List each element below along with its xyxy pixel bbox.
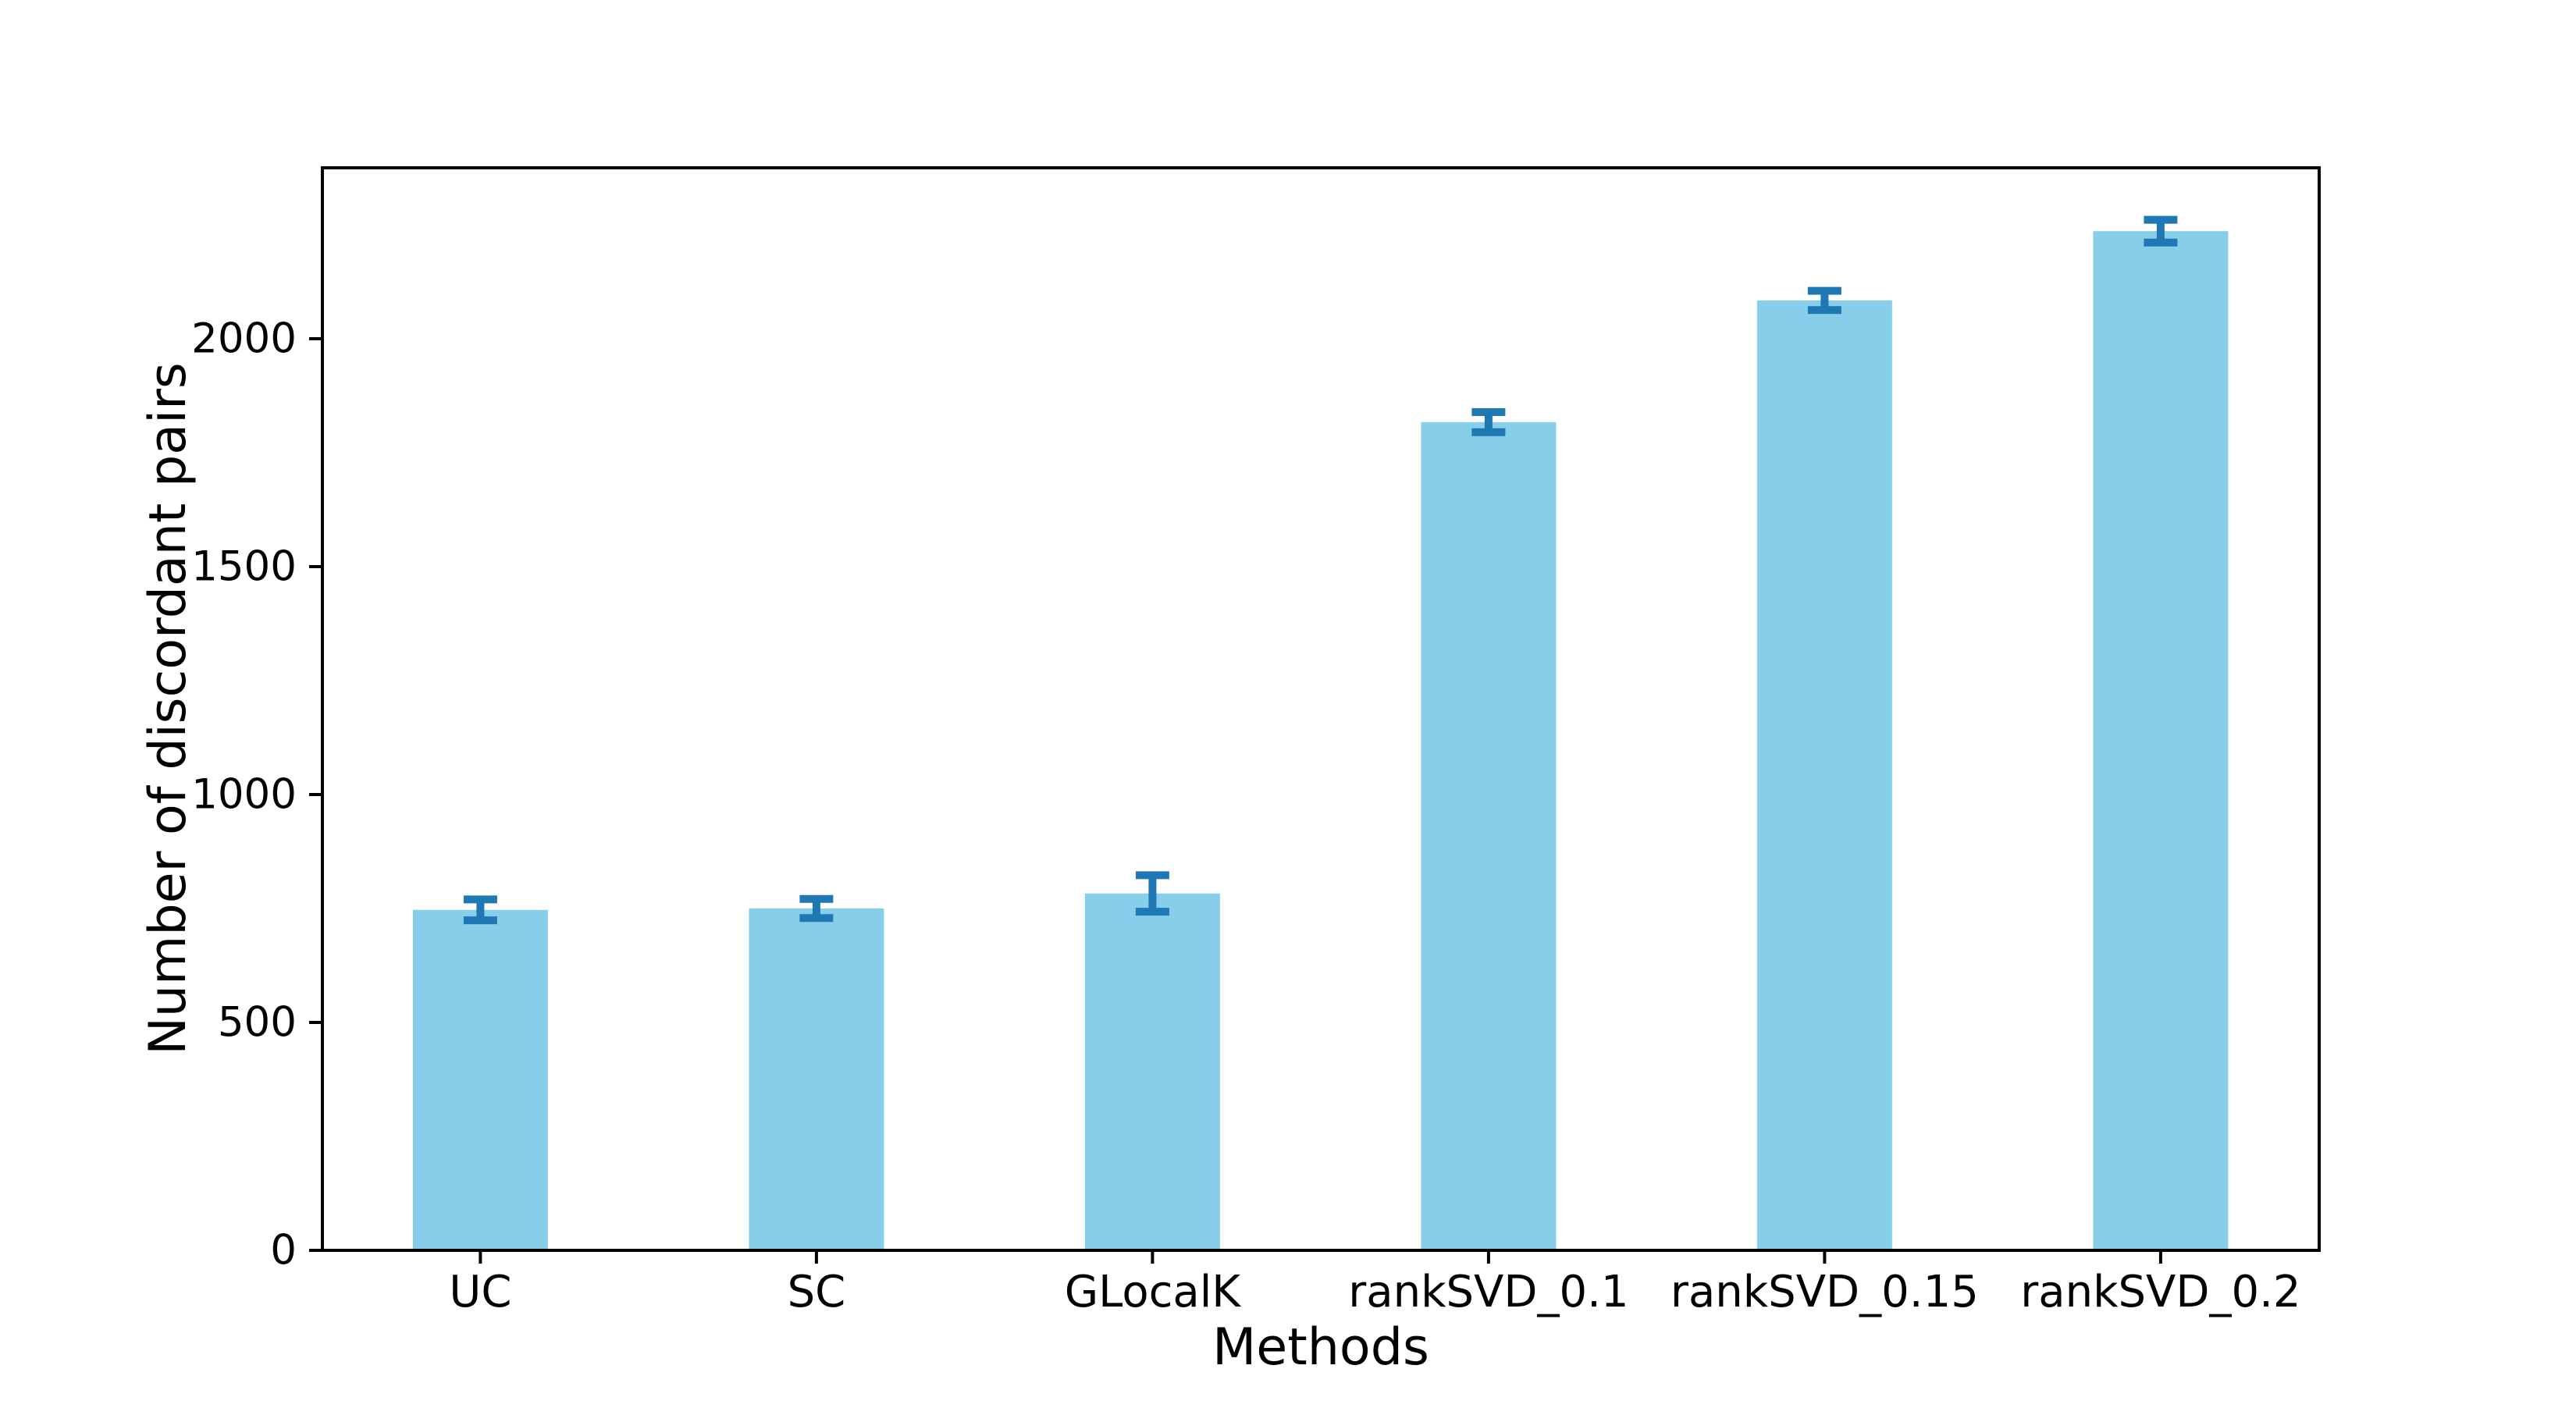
bar-rankSVD_0.1 — [1421, 421, 1557, 1250]
y-axis-ticks-group: 0 500 1000 1500 2000 — [191, 315, 322, 1275]
error-bar-SC — [799, 894, 834, 923]
bars-group — [412, 231, 2229, 1251]
y-tick-label-0: 0 — [270, 1227, 297, 1275]
plot-border — [321, 166, 2321, 1252]
y-tick-label-1500: 1500 — [191, 543, 297, 591]
x-axis-ticks-group: UC SC GLocalK rankSVD_0.1 rankSVD_0.15 rankSV… — [449, 1250, 2301, 1317]
error-bar-rankSVD_0.1 — [1471, 408, 1506, 436]
axes-spines-group — [321, 166, 2321, 1252]
bar-rankSVD_0.2 — [2093, 231, 2229, 1250]
x-tick-label-rankSVD_0.1: rankSVD_0.1 — [1348, 1267, 1628, 1317]
x-tick-label-SC: SC — [788, 1267, 846, 1317]
error-bar-GLocalK — [1135, 871, 1169, 916]
bar-UC — [412, 909, 548, 1250]
bar-SC — [749, 908, 884, 1250]
bar-GLocalK — [1084, 893, 1220, 1250]
x-tick-label-GLocalK: GLocalK — [1065, 1267, 1242, 1317]
bar-rankSVD_0.15 — [1756, 300, 1892, 1251]
x-tick-label-rankSVD_0.2: rankSVD_0.2 — [2020, 1267, 2300, 1317]
y-tick-label-500: 500 — [218, 999, 297, 1047]
x-axis-label: Methods — [1212, 1318, 1429, 1377]
y-tick-label-2000: 2000 — [191, 315, 297, 363]
y-axis-label: Number of discordant pairs — [139, 362, 197, 1055]
x-tick-label-rankSVD_0.15: rankSVD_0.15 — [1670, 1267, 1979, 1317]
error-bar-UC — [463, 895, 497, 925]
x-tick-label-UC: UC — [449, 1267, 511, 1317]
y-tick-label-1000: 1000 — [191, 771, 297, 819]
error-bar-rankSVD_0.2 — [2144, 215, 2178, 247]
error-bar-rankSVD_0.15 — [1807, 286, 1841, 315]
error-bars-group — [463, 215, 2178, 925]
